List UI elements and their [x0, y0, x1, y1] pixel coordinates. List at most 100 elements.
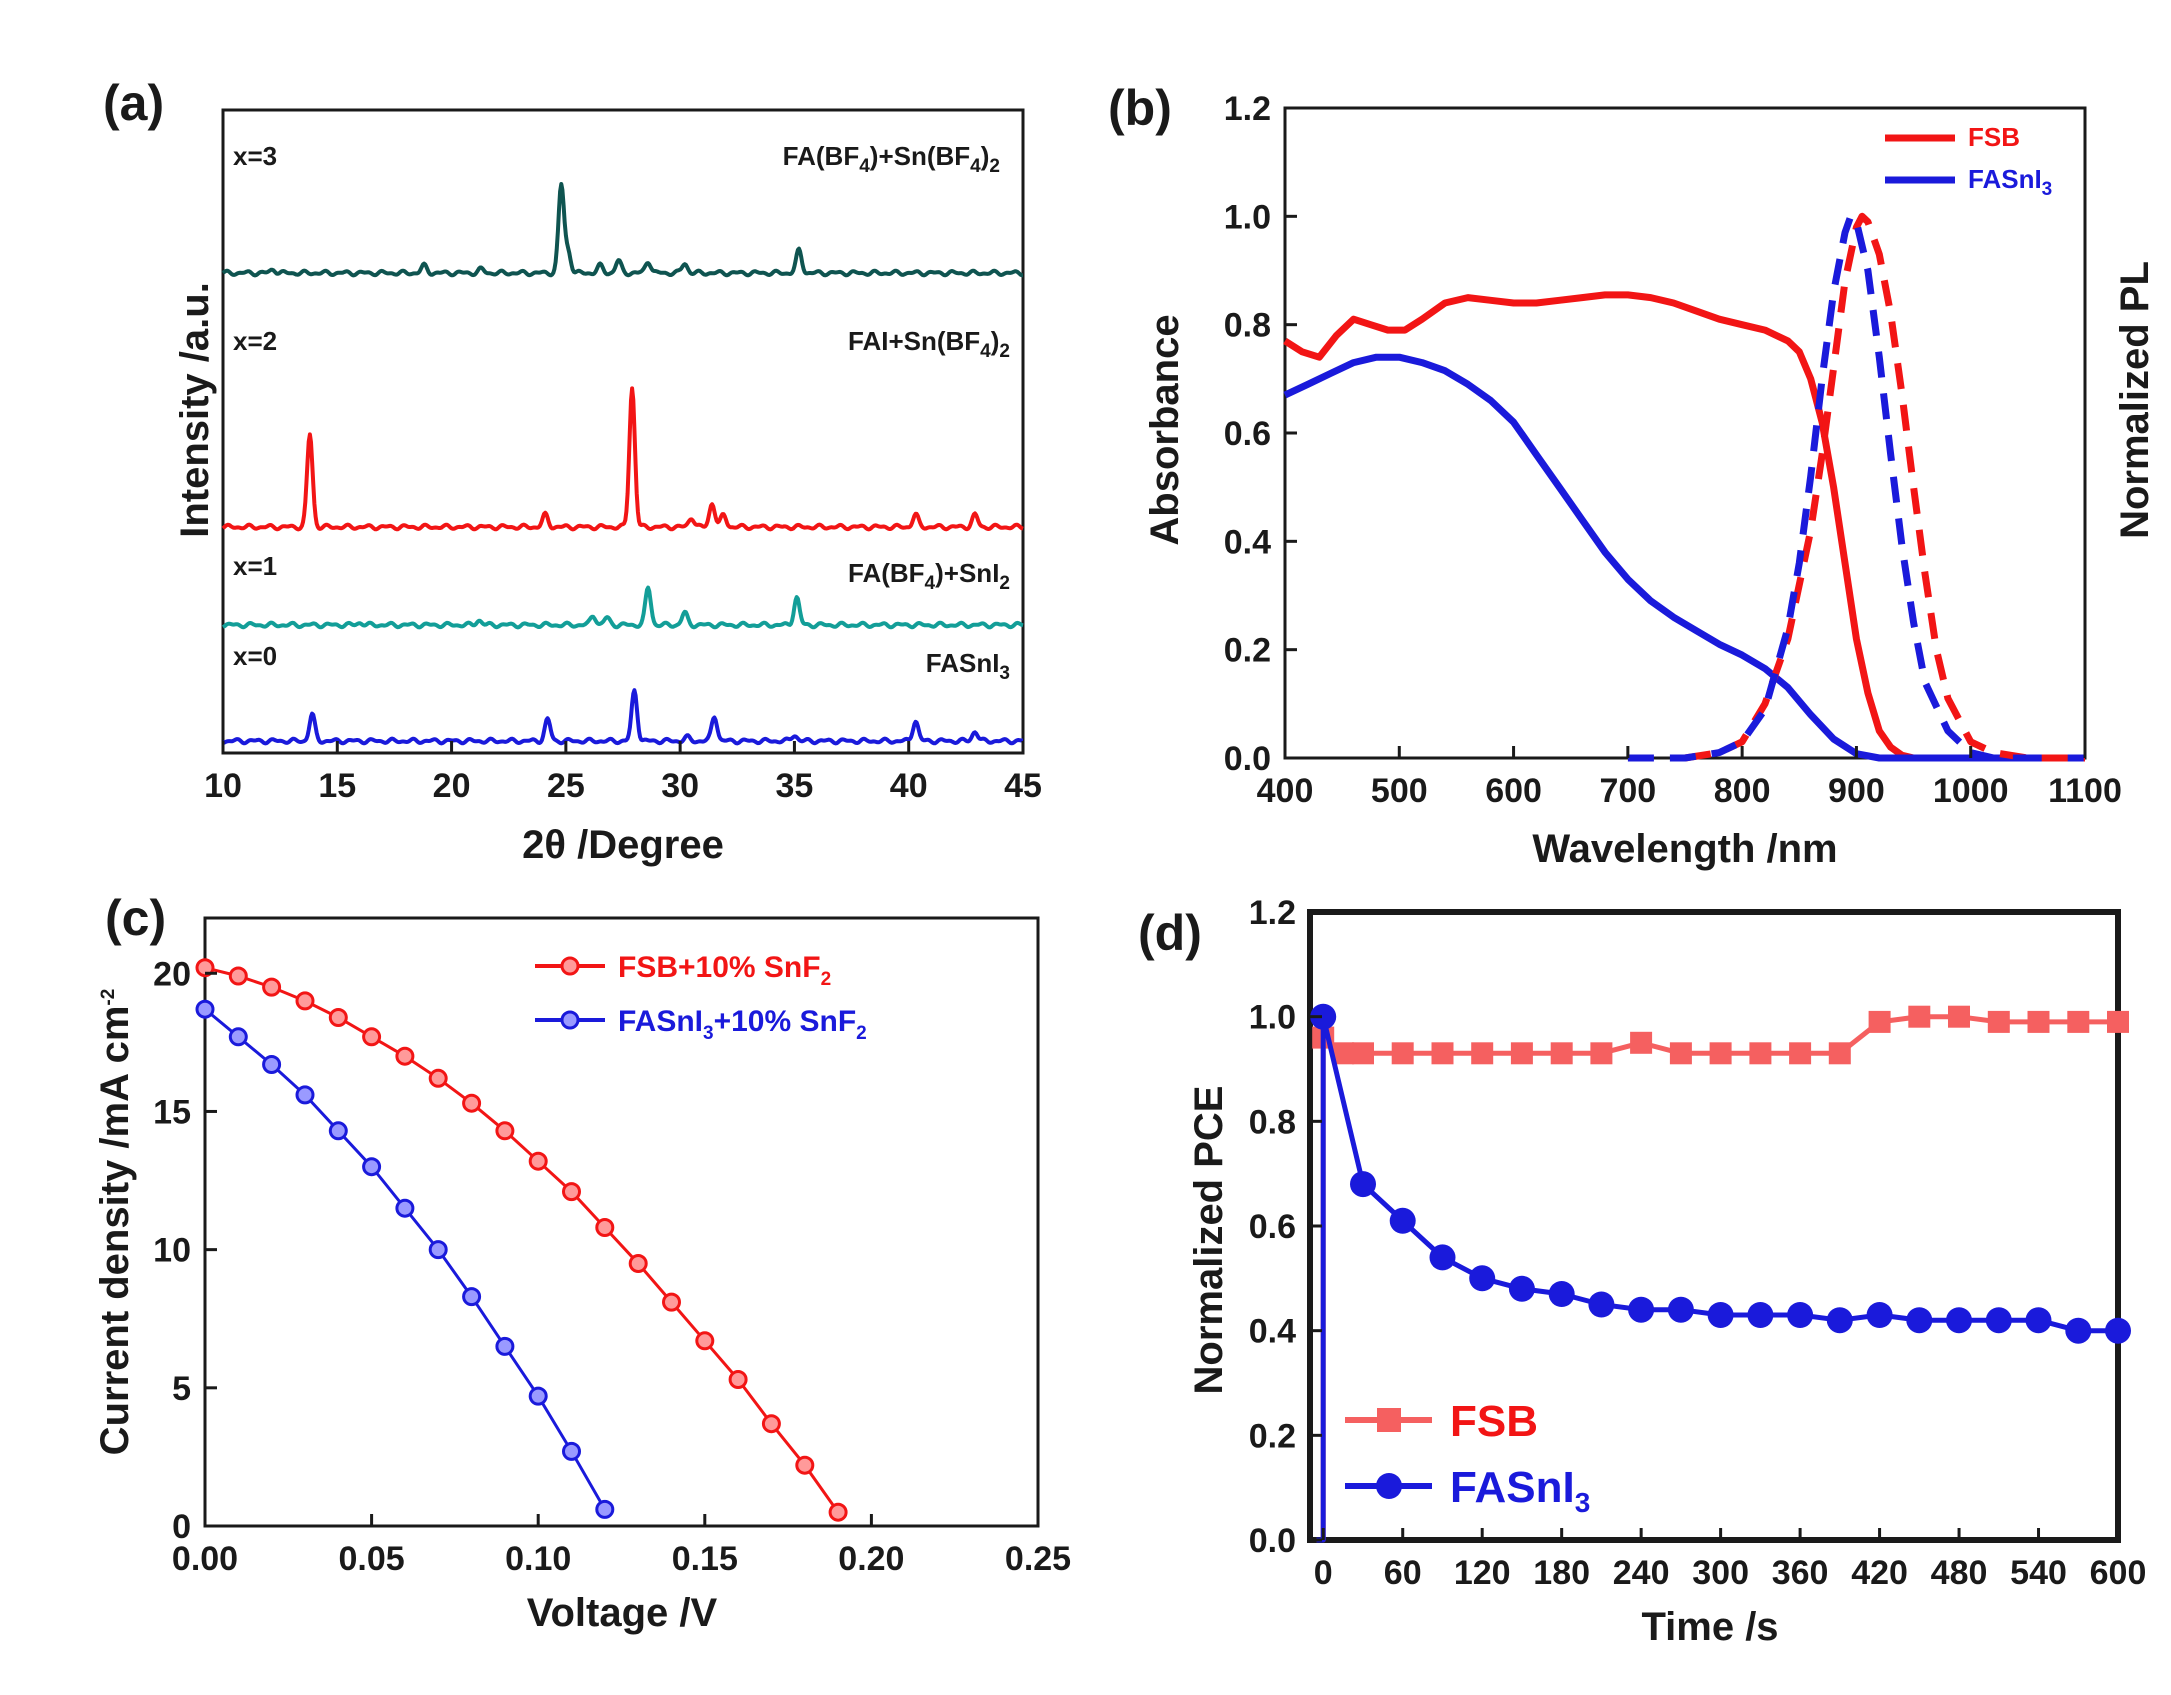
- xrd-trace-x0: [222, 688, 1024, 746]
- panel-d-xtick-label: 420: [1851, 1554, 1908, 1592]
- jv-point: [295, 1085, 315, 1105]
- panel-a-ylabel: Intensity /a.u.: [173, 282, 217, 538]
- xrd-trace-x2: [221, 386, 1024, 532]
- stability-point-fasni3: [1310, 1003, 1337, 1030]
- legend-fasni3-marker: [1376, 1473, 1402, 1499]
- stability-point-fsb: [1630, 1031, 1653, 1054]
- jv-point: [228, 1027, 248, 1047]
- panel-d-xlabel: Time /s: [1641, 1605, 1778, 1649]
- stability-point-fsb: [1669, 1042, 1692, 1065]
- panel-b-xtick-label: 800: [1714, 772, 1771, 810]
- panel-c-xtick-label: 0.20: [838, 1540, 904, 1578]
- panel-c-xtick-label: 0.05: [339, 1540, 405, 1578]
- panel-c-xtick-label: 0.10: [505, 1540, 571, 1578]
- panel-a-xtick-label: 20: [433, 767, 471, 805]
- legend-fasni3-snf2-label: FASnI3+10% SnF2: [618, 1005, 867, 1044]
- panel-d-ytick-label: 0.2: [1249, 1417, 1296, 1455]
- panel-c-label: (c): [105, 890, 166, 946]
- trace-x0-tag: x=0: [233, 641, 277, 671]
- panel-c-jv: (c) 0.00 0.05 0.10 0.15 0.20 0.25 0 5 10 15 20 Vo…: [93, 890, 1071, 1635]
- stability-point-fasni3: [1389, 1207, 1416, 1234]
- panel-c-xtick-label: 0.25: [1005, 1540, 1071, 1578]
- panel-c-xtick-label: 0.00: [172, 1540, 238, 1578]
- panel-d-ylabel: Normalized PCE: [1187, 1086, 1231, 1395]
- panel-d-ytick-label: 0.6: [1249, 1208, 1296, 1246]
- jv-point: [295, 991, 315, 1011]
- legend-fsb-snf2-marker: [560, 956, 580, 976]
- panel-b-legend: FSB FASnI3: [1885, 122, 2052, 200]
- stability-point-fsb: [1391, 1042, 1414, 1065]
- jv-point: [495, 1121, 515, 1141]
- jv-point: [628, 1254, 648, 1273]
- stability-point-fasni3: [1985, 1307, 2012, 1334]
- panel-c-ytick-label: 0: [172, 1508, 191, 1546]
- panel-a-xtick-label: 10: [204, 767, 242, 805]
- jv-point: [262, 1055, 282, 1074]
- panel-c-ytick-label: 20: [153, 955, 191, 993]
- jv-line: [204, 966, 840, 1514]
- legend-fsb-label: FSB: [1968, 122, 2020, 152]
- stability-point-fasni3: [1667, 1296, 1694, 1323]
- panel-a-frame: [221, 108, 1025, 755]
- trace-x2-tag: x=2: [233, 326, 277, 356]
- legend-d-fsb-label: FSB: [1450, 1397, 1538, 1446]
- stability-point-fasni3: [2025, 1307, 2052, 1334]
- stability-point-fsb: [1332, 1042, 1355, 1065]
- panel-c-ytick-label: 15: [153, 1093, 191, 1131]
- panel-b-xlabel: Wavelength /nm: [1532, 827, 1837, 871]
- panel-a-xtick-label: 15: [318, 767, 356, 805]
- stability-point-fasni3: [2105, 1317, 2131, 1344]
- jv-point: [195, 999, 215, 1019]
- stability-point-fsb: [1908, 1005, 1931, 1028]
- jv-point: [662, 1292, 681, 1312]
- jv-point: [595, 1499, 615, 1519]
- panel-b-label: (b): [1108, 80, 1172, 136]
- panel-b-ytick-label: 0.2: [1224, 632, 1271, 670]
- panel-b-absorbance: (b) 400 500 600 700 800 900 1000 1100 0.0 0.2 0.4…: [1108, 80, 2157, 871]
- stability-point-fasni3: [1946, 1307, 1972, 1334]
- panel-a-xlabel: 2θ /Degree: [522, 823, 724, 867]
- stability-point-fasni3: [1508, 1275, 1535, 1302]
- panel-b-ytick-label: 1.0: [1224, 198, 1271, 236]
- stability-point-fsb: [2027, 1010, 2050, 1033]
- panel-d-ytick-label: 0.8: [1249, 1103, 1296, 1141]
- panel-d-xtick-label: 480: [1931, 1554, 1988, 1592]
- stability-point-fsb: [1550, 1042, 1573, 1065]
- panel-c-ylabel: Current density /mA cm-2: [93, 989, 137, 1456]
- stability-point-fasni3: [1429, 1244, 1456, 1271]
- stability-point-fsb: [2107, 1010, 2129, 1033]
- panel-d-xtick-label: 300: [1692, 1554, 1749, 1592]
- stability-point-fasni3: [1707, 1302, 1734, 1328]
- stability-point-fasni3: [1787, 1302, 1814, 1328]
- panel-a-xtick-label: 25: [547, 767, 585, 805]
- stability-point-fsb: [1987, 1010, 2010, 1033]
- stability-point-fsb: [1828, 1042, 1851, 1065]
- jv-point: [195, 958, 215, 978]
- panel-b-xtick-label: 500: [1371, 772, 1428, 810]
- jv-point: [428, 1068, 448, 1088]
- trace-x0-formula: FASnI3: [926, 648, 1010, 684]
- trace-x3-formula: FA(BF4)+Sn(BF4)2: [783, 141, 1000, 177]
- series-fasni3-absorbance: [1283, 353, 2085, 762]
- panel-d-ytick-label: 1.0: [1249, 999, 1296, 1037]
- stability-point-fasni3: [1588, 1291, 1615, 1318]
- stability-point-fasni3: [2065, 1317, 2092, 1344]
- panel-b-ytick-label: 0.8: [1224, 307, 1271, 345]
- stability-point-fsb: [1749, 1042, 1772, 1065]
- jv-point: [228, 966, 248, 986]
- panel-b-xtick-label: 1000: [1933, 772, 2009, 810]
- jv-point: [562, 1182, 581, 1202]
- stability-point-fasni3: [1548, 1281, 1575, 1307]
- panel-c-ytick-label: 5: [172, 1370, 191, 1408]
- panel-b-xtick-label: 900: [1828, 772, 1885, 810]
- panel-b-ytick-label: 0.0: [1224, 740, 1271, 778]
- jv-point: [595, 1218, 615, 1237]
- trace-x3-tag: x=3: [233, 141, 277, 171]
- jv-point: [462, 1093, 482, 1113]
- jv-line: [204, 1008, 607, 1511]
- trace-x2-formula: FAI+Sn(BF4)2: [848, 326, 1010, 362]
- jv-point: [395, 1046, 415, 1066]
- panel-d-ytick-label: 0.0: [1249, 1522, 1296, 1560]
- legend-fasni3-label: FASnI3: [1968, 164, 2052, 200]
